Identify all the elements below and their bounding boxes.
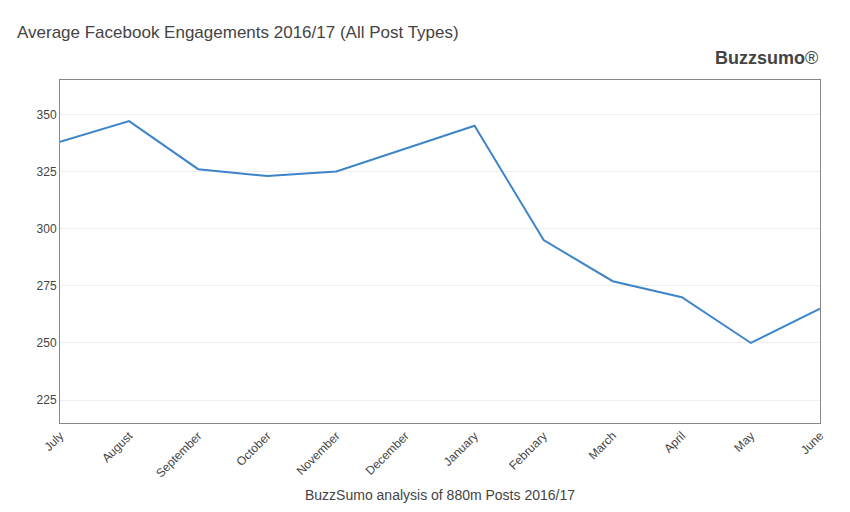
svg-text:June: June: [798, 429, 827, 458]
svg-text:September: September: [153, 429, 204, 480]
svg-text:325: 325: [37, 165, 57, 179]
svg-text:March: March: [586, 429, 619, 462]
svg-text:Buzzsumo®: Buzzsumo®: [715, 48, 818, 68]
svg-text:Average Facebook Engagements 2: Average Facebook Engagements 2016/17 (Al…: [17, 23, 459, 42]
svg-text:December: December: [363, 429, 412, 478]
svg-text:225: 225: [37, 393, 57, 407]
svg-text:January: January: [441, 429, 481, 469]
svg-text:BuzzSumo analysis of 880m Post: BuzzSumo analysis of 880m Posts 2016/17: [305, 487, 575, 503]
svg-text:275: 275: [37, 279, 57, 293]
svg-text:July: July: [41, 429, 66, 454]
svg-text:350: 350: [37, 108, 57, 122]
svg-text:August: August: [99, 428, 136, 465]
svg-text:February: February: [506, 429, 550, 473]
svg-text:300: 300: [37, 222, 57, 236]
svg-text:May: May: [731, 429, 757, 455]
svg-text:April: April: [661, 429, 688, 456]
svg-text:November: November: [294, 429, 343, 478]
svg-text:October: October: [234, 429, 274, 469]
svg-text:250: 250: [37, 336, 57, 350]
